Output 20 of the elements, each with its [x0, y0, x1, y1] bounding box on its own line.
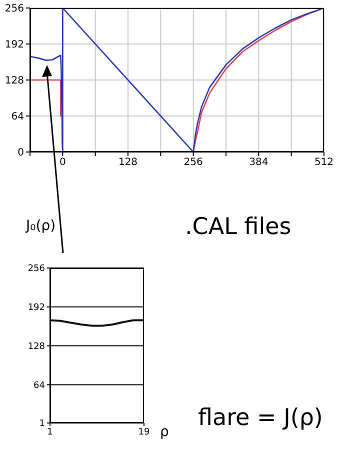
- text: .CAL files: [185, 214, 292, 240]
- y-tick-label: 1: [39, 419, 45, 430]
- y-tick-label: 128: [4, 76, 24, 87]
- y-tick-label: 256: [4, 4, 24, 15]
- x-tick-label: 0: [59, 157, 66, 168]
- x-axis-title: ρ: [160, 424, 169, 440]
- y-tick-label: 192: [28, 303, 45, 314]
- x-tick-label: 512: [314, 157, 334, 168]
- y-tick-label: 0: [18, 148, 24, 159]
- y-tick-label: 64: [34, 380, 46, 391]
- x-tick-label: 256: [184, 157, 203, 168]
- y-tick-label: 256: [28, 264, 46, 274]
- text: flare = J(ρ): [198, 405, 323, 431]
- x-tick-label: 128: [118, 157, 138, 168]
- y-axis-title: J₀(ρ): [26, 218, 56, 234]
- y-tick-label: 192: [4, 40, 24, 51]
- y-tick-label: 64: [11, 112, 24, 123]
- x-tick-label: 19: [138, 427, 150, 438]
- y-tick-label: 128: [28, 342, 46, 352]
- x-tick-label: 384: [249, 157, 268, 168]
